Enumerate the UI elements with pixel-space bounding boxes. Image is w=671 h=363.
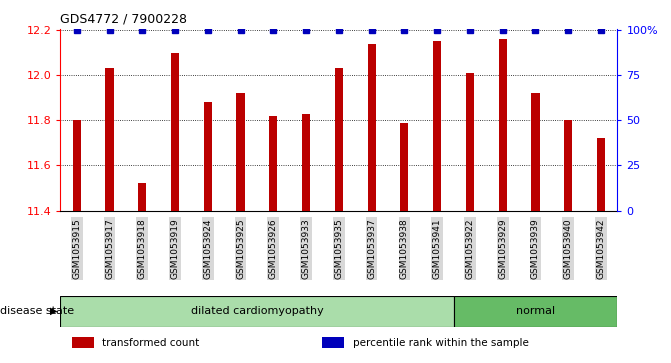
Bar xyxy=(433,41,442,211)
Bar xyxy=(236,93,245,211)
Bar xyxy=(302,114,310,211)
Text: ▶: ▶ xyxy=(50,306,57,316)
Bar xyxy=(269,116,277,211)
Text: dilated cardiomyopathy: dilated cardiomyopathy xyxy=(191,306,323,316)
Bar xyxy=(335,69,343,211)
Bar xyxy=(105,69,113,211)
Bar xyxy=(531,93,539,211)
Text: percentile rank within the sample: percentile rank within the sample xyxy=(353,338,529,348)
Bar xyxy=(60,296,454,327)
Bar xyxy=(322,337,344,348)
Text: GDS4772 / 7900228: GDS4772 / 7900228 xyxy=(60,13,187,26)
Text: transformed count: transformed count xyxy=(102,338,199,348)
Bar xyxy=(454,296,617,327)
Bar xyxy=(204,102,212,211)
Bar xyxy=(138,183,146,211)
Bar xyxy=(597,138,605,211)
Bar xyxy=(72,121,81,211)
Bar xyxy=(368,44,376,211)
Bar xyxy=(499,39,507,211)
Bar xyxy=(466,73,474,211)
Bar xyxy=(171,53,179,211)
Text: disease state: disease state xyxy=(0,306,74,316)
Bar xyxy=(72,337,94,348)
Bar xyxy=(401,123,409,211)
Bar xyxy=(564,121,572,211)
Text: normal: normal xyxy=(516,306,555,316)
